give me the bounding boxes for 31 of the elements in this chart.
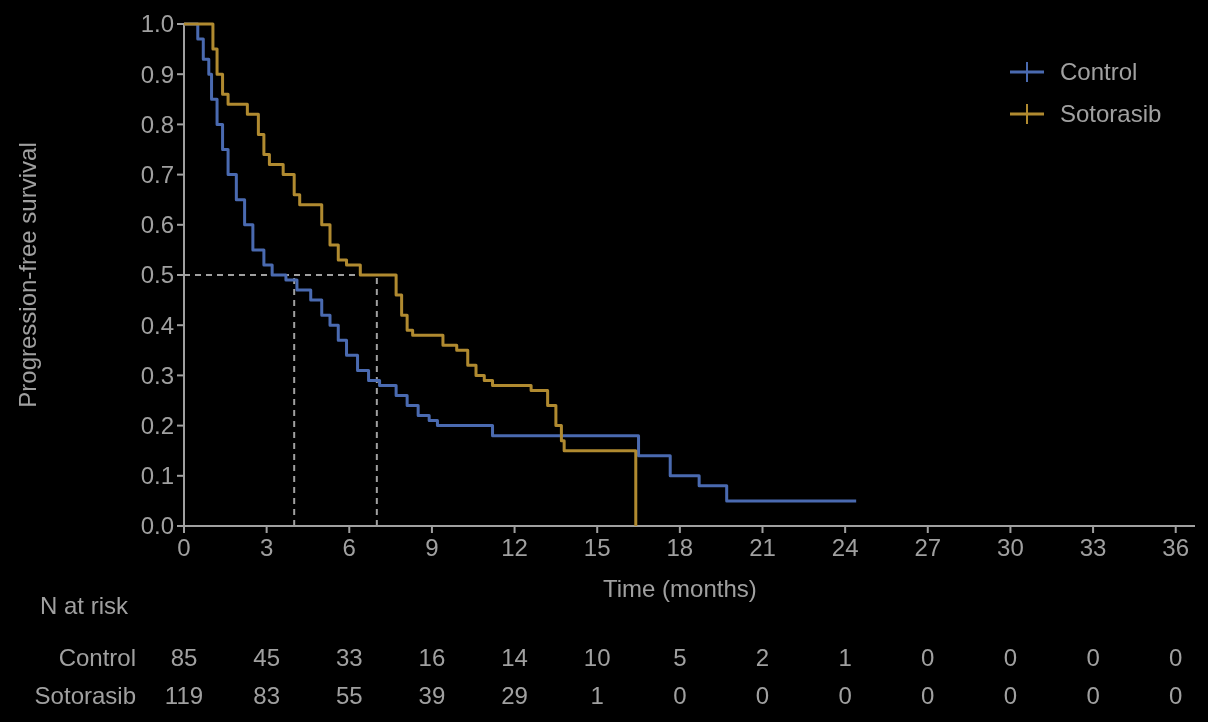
x-tick-label: 33 bbox=[1079, 534, 1107, 561]
y-tick-label: 0.6 bbox=[140, 211, 174, 239]
legend-label: Control bbox=[1060, 58, 1138, 86]
legend-label: Sotorasib bbox=[1060, 100, 1162, 128]
x-tick-label: 3 bbox=[259, 534, 274, 561]
y-tick-label: 0.1 bbox=[140, 462, 174, 490]
x-tick-label: 24 bbox=[831, 534, 859, 561]
text: N at risk bbox=[40, 592, 130, 619]
x-tick-label: 6 bbox=[342, 534, 356, 561]
y-tick-label: 1.0 bbox=[140, 10, 174, 38]
y-tick-label: 0.0 bbox=[140, 512, 174, 540]
text: Sotorasib 119 83 55 39 29 1 0 0 0 0 0 0 0 bbox=[34, 682, 1183, 709]
y-tick-label: 0.7 bbox=[140, 161, 174, 188]
y-tick-label: 0.4 bbox=[140, 311, 174, 339]
x-tick-label: 36 bbox=[1162, 534, 1190, 561]
x-tick-label: 15 bbox=[583, 534, 611, 561]
y-tick-label: 0.5 bbox=[140, 261, 174, 289]
y-tick-label: 0.8 bbox=[140, 110, 174, 138]
text: Control 85 45 33 16 14 10 5 2 1 0 0 0 0 bbox=[58, 644, 1183, 671]
x-tick-label: 12 bbox=[501, 534, 528, 561]
x-tick-label: 30 bbox=[997, 534, 1024, 561]
x-tick-label: 9 bbox=[425, 534, 439, 561]
x-tick-label: 0 bbox=[177, 534, 191, 561]
x-axis-title: Time (months) bbox=[602, 575, 757, 602]
y-tick-label: 0.2 bbox=[140, 412, 174, 439]
y-tick-label: 0.3 bbox=[140, 361, 174, 389]
x-tick-label: 21 bbox=[749, 534, 776, 561]
y-axis-title: Progression-free survival bbox=[14, 142, 41, 408]
x-tick-label: 27 bbox=[914, 534, 942, 561]
x-tick-label: 18 bbox=[666, 534, 694, 561]
y-tick-label: 0.9 bbox=[140, 60, 174, 88]
